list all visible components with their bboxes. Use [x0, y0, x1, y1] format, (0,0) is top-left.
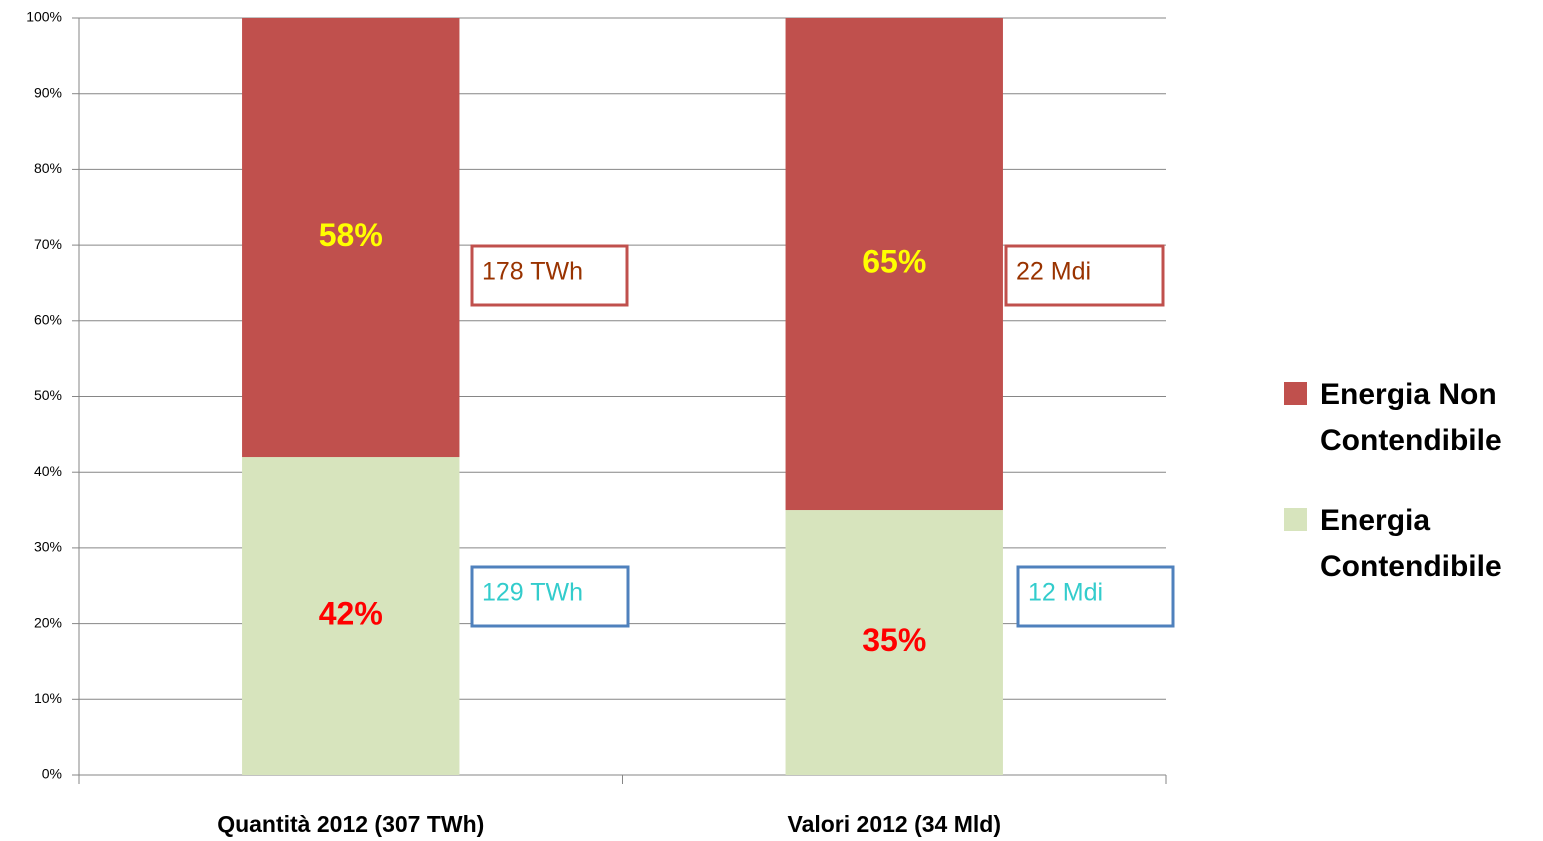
value-label: 65% [862, 243, 926, 279]
annotation: 22 Mdi [1016, 258, 1091, 286]
annotation: 129 TWh [482, 579, 583, 607]
legend-swatch [1284, 382, 1307, 405]
y-tick-label: 40% [34, 463, 62, 479]
y-tick-label: 50% [34, 387, 62, 403]
y-tick-label: 10% [34, 690, 62, 706]
y-tick-label: 20% [34, 614, 62, 630]
legend-label: Energia Contendibile [1320, 504, 1502, 583]
value-label: 35% [862, 622, 926, 658]
value-label: 42% [319, 595, 383, 631]
y-tick-label: 90% [34, 84, 62, 100]
annotation: 178 TWh [482, 258, 583, 286]
annotation-box [1004, 244, 1165, 307]
y-tick-label: 80% [34, 160, 62, 176]
annotation-box [470, 565, 630, 628]
annotation: 12 Mdi [1028, 579, 1103, 607]
annotation-box [470, 244, 629, 307]
bar-segment [785, 510, 1003, 775]
y-tick-label: 100% [26, 9, 62, 25]
y-tick-label: 70% [34, 236, 62, 252]
value-label: 58% [319, 217, 383, 253]
y-tick-label: 30% [34, 539, 62, 555]
y-tick-label: 0% [42, 766, 62, 782]
bar-segment [242, 18, 460, 458]
bar-segment [785, 18, 1003, 511]
bar-segment [242, 457, 460, 775]
x-tick-label: Valori 2012 (34 Mld) [788, 811, 1001, 837]
y-tick-label: 60% [34, 312, 62, 328]
legend-swatch [1284, 508, 1307, 531]
legend-item: Energia Non Contendibile [1284, 372, 1539, 464]
legend-label: Energia Non Contendibile [1320, 378, 1502, 457]
annotation-box [1016, 565, 1175, 628]
x-tick-label: Quantità 2012 (307 TWh) [217, 811, 484, 837]
legend-item: Energia Contendibile [1284, 498, 1539, 590]
